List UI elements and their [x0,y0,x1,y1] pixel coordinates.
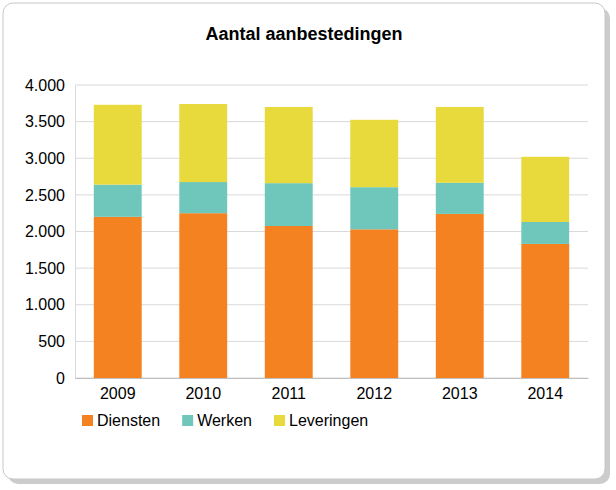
bar [94,217,142,378]
bar [179,182,227,213]
legend-item: Werken [182,412,252,429]
x-tick-label: 2013 [442,385,478,402]
y-tick-label: 0 [56,370,65,387]
legend-swatch [82,415,93,426]
legend-swatch [274,415,285,426]
legend-label: Diensten [97,412,160,429]
y-tick-label: 3.500 [25,113,65,130]
bar [436,214,484,378]
grid-line [75,158,588,159]
y-tick-label: 1.500 [25,260,65,277]
bar [350,187,398,229]
x-tick-label: 2012 [356,385,392,402]
x-tick: 2014 [527,378,563,402]
bars [94,104,569,378]
bar [265,226,313,378]
x-tick-label: 2014 [527,385,563,402]
plot: 0 500 1.000 1.500 2.000 2.500 3.000 3.500 4.000 2… [25,77,589,403]
grid-line [75,341,588,342]
legend-item: Leveringen [274,412,368,429]
y-tick-label: 3.000 [25,150,65,167]
legend-label: Leveringen [289,412,368,429]
y-tick: 1.000 [25,296,75,313]
y-tick: 2.000 [25,223,75,240]
y-tick: 4.000 [25,77,75,94]
bar [350,229,398,378]
bar [436,183,484,214]
grid-line [75,231,588,232]
grid-line [75,121,588,122]
bar [350,120,398,187]
x-tick-label: 2009 [100,385,136,402]
y-tick: 500 [38,333,75,350]
y-tick: 1.500 [25,260,75,277]
grid-line [75,268,588,269]
y-tick: 2.500 [25,186,75,203]
bar [436,107,484,183]
bar [94,185,142,217]
grid [75,85,588,378]
x-tick: 2012 [356,378,392,402]
grid-line [75,85,588,86]
x-axis: 2009 2010 2011 2012 2013 2014 [76,378,589,402]
y-tick: 3.000 [25,150,75,167]
x-tick: 2010 [185,378,221,402]
x-tick-label: 2011 [272,385,307,402]
y-tick-label: 4.000 [25,77,65,94]
bar [179,213,227,378]
x-tick: 2011 [272,378,307,402]
y-axis-line [75,86,76,379]
x-tick: 2013 [442,378,478,402]
x-axis-line [76,378,589,379]
legend: Diensten Werken Leveringen [82,412,368,429]
series [94,182,569,244]
y-tick-label: 500 [38,333,65,350]
grid-line [75,194,588,195]
y-tick: 3.500 [25,113,75,130]
bar [521,157,569,222]
y-tick-label: 2.500 [25,186,65,203]
bar [521,222,569,244]
bar [94,105,142,185]
chart: Aantal aanbestedingen 0 500 1.000 1.500 2.000… [0,0,616,490]
y-tick-label: 1.000 [25,296,65,313]
x-tick: 2009 [100,378,136,402]
grid-line [75,378,588,379]
bar [179,104,227,182]
grid-line [75,304,588,305]
bar [265,183,313,226]
y-axis: 0 500 1.000 1.500 2.000 2.500 3.000 3.500 4.000 [25,77,76,387]
series [94,104,569,222]
bar [265,107,313,183]
legend-swatch [182,415,193,426]
frame [3,3,605,479]
y-tick: 0 [56,370,75,387]
legend-label: Werken [197,412,252,429]
y-tick-label: 2.000 [25,223,65,240]
series [94,213,569,378]
bar [521,244,569,378]
title: Aantal aanbestedingen [205,24,402,44]
x-tick-label: 2010 [185,385,221,402]
legend-item: Diensten [82,412,160,429]
